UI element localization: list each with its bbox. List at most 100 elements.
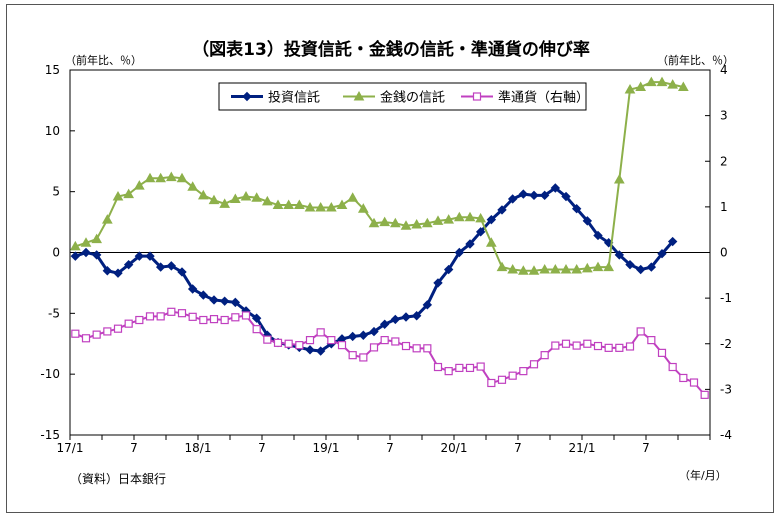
data-point [199,315,208,325]
legend-marker [353,90,365,101]
x-tick-label: 7 [258,441,266,455]
right-tick-label: -4 [720,428,732,442]
data-point [92,330,101,339]
data-point [155,172,167,183]
right-tick-label: 1 [720,200,728,214]
data-point [358,330,369,340]
data-point [347,331,358,342]
data-point [624,83,636,94]
data-point [337,341,347,350]
data-point [187,284,198,294]
data-point [497,375,507,384]
legend: 投資信託 金銭の信託 準通貨（右軸） [218,82,589,111]
legend-label: 準通貨（右軸） [498,90,589,106]
data-point [465,363,475,373]
data-point [240,191,252,201]
data-point [304,201,316,212]
data-point [646,262,657,272]
x-tick-label: 21/1 [569,441,596,455]
data-point [647,336,656,345]
data-point [582,216,593,226]
data-point [443,214,455,224]
data-point [668,362,677,372]
data-point [593,341,603,351]
data-point [572,341,581,350]
data-point [645,76,657,87]
data-point [497,205,507,215]
data-point [550,183,561,193]
data-point [581,262,593,273]
data-point [69,240,81,251]
data-point [528,265,540,275]
data-point [348,351,357,360]
x-tick-label: 20/1 [441,441,468,455]
right-tick-label: -1 [720,291,732,305]
data-point [475,227,486,237]
data-point [476,362,485,371]
data-point [305,336,315,345]
data-point [475,212,487,223]
data-point [197,189,209,200]
data-point [529,190,539,201]
data-point [71,329,80,338]
data-point [422,300,433,310]
data-point [145,312,155,321]
data-point [454,247,465,258]
data-point [369,343,379,352]
x-tick-label: 7 [130,441,138,455]
series-line [74,310,706,396]
data-point [80,237,92,247]
data-point [636,327,645,336]
data-point [464,211,476,222]
data-point [625,259,635,270]
right-axis-unit: （前年比、％） [657,53,734,67]
data-point [315,346,326,356]
data-point [518,189,529,199]
data-point [273,338,283,347]
data-point [615,343,624,352]
data-point [209,315,219,324]
data-point [241,311,251,320]
data-point [508,371,517,380]
data-point [327,336,336,345]
data-point [379,319,390,329]
data-point [251,313,262,323]
data-point [177,267,187,277]
data-point [165,171,177,182]
data-point [293,199,305,210]
data-point [411,218,423,229]
data-point [667,236,678,247]
data-point [667,79,679,89]
data-point [423,344,432,353]
data-point [156,312,165,321]
data-point [433,278,443,288]
data-point [261,195,273,206]
data-point [379,216,391,227]
data-point [357,203,369,213]
series-line [75,81,684,272]
data-point [113,324,123,333]
legend-label: 投資信託 [268,90,320,106]
data-point [613,173,625,184]
data-point [177,309,187,318]
data-point [91,233,103,244]
data-point [635,264,646,275]
legend-marker [472,92,482,101]
data-point [433,362,443,372]
data-point [81,247,91,258]
legend-box [218,82,587,111]
data-point [453,211,465,222]
data-point [400,220,412,230]
data-point [347,192,359,202]
left-tick-label: 0 [52,246,60,260]
data-point [689,378,699,387]
data-point [91,250,102,260]
series-3 [71,307,709,399]
data-point [517,265,529,275]
legend-label: 金銭の信託 [380,90,445,106]
data-point [529,360,539,369]
data-point [219,296,230,306]
data-point [283,199,295,210]
chart-canvas: （図表13）投資信託・金銭の信託・準通貨の伸び率 （前年比、％） （前年比、％）… [40,39,734,486]
